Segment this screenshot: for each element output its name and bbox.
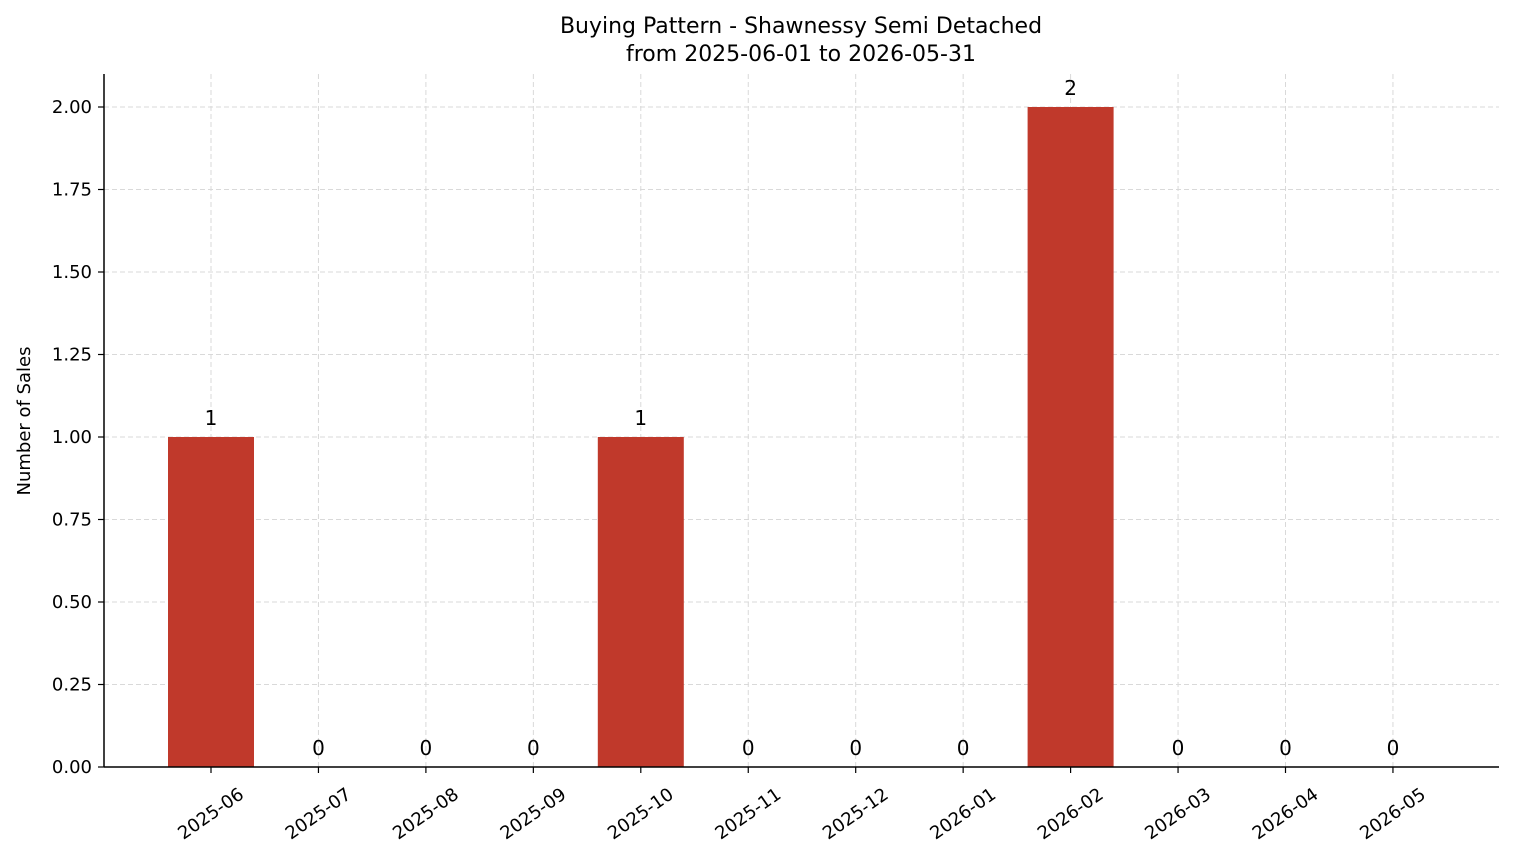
chart-title: Buying Pattern - Shawnessy Semi Detached	[560, 14, 1042, 39]
data-label: 0	[957, 736, 970, 760]
y-tick-label: 0.25	[52, 675, 92, 696]
data-label: 0	[742, 736, 755, 760]
y-tick-label: 0.50	[52, 592, 92, 613]
chart-subtitle: from 2025-06-01 to 2026-05-31	[626, 42, 976, 67]
x-tick-label: 2025-08	[389, 784, 463, 844]
x-tick-label: 2026-02	[1034, 784, 1108, 844]
y-tick-label: 1.25	[52, 345, 92, 366]
x-tick-label: 2026-04	[1249, 784, 1323, 844]
x-tick-label: 2025-12	[819, 784, 893, 844]
y-tick-label: 1.00	[52, 427, 92, 448]
x-tick-label: 2025-10	[604, 784, 678, 844]
bar	[1027, 107, 1114, 767]
y-tick-label: 1.75	[52, 180, 92, 201]
data-label: 0	[1172, 736, 1185, 760]
axes	[98, 74, 1499, 773]
y-axis-label: Number of Sales	[14, 346, 35, 495]
data-label: 0	[849, 736, 862, 760]
x-tick-label: 2025-07	[282, 784, 356, 844]
data-label: 0	[420, 736, 433, 760]
data-label: 0	[1387, 736, 1400, 760]
y-tick-label: 0.00	[52, 757, 92, 778]
data-label: 0	[527, 736, 540, 760]
data-label: 2	[1064, 76, 1077, 100]
data-label: 0	[1279, 736, 1292, 760]
labels: 0.000.250.500.751.001.251.501.752.001202…	[52, 76, 1430, 844]
grid-lines	[104, 74, 1499, 768]
x-tick-label: 2025-09	[497, 784, 571, 844]
bars	[168, 107, 1114, 767]
data-label: 1	[634, 406, 647, 430]
x-tick-label: 2025-06	[174, 784, 248, 844]
data-label: 0	[312, 736, 325, 760]
bar	[597, 437, 684, 767]
x-tick-label: 2026-05	[1356, 784, 1430, 844]
bar	[168, 437, 254, 767]
x-tick-label: 2026-01	[926, 784, 1000, 844]
x-tick-label: 2026-03	[1141, 784, 1215, 844]
y-tick-label: 2.00	[52, 97, 92, 118]
x-tick-label: 2025-11	[711, 784, 785, 844]
y-tick-label: 1.50	[52, 262, 92, 283]
y-tick-label: 0.75	[52, 510, 92, 531]
data-label: 1	[205, 406, 218, 430]
